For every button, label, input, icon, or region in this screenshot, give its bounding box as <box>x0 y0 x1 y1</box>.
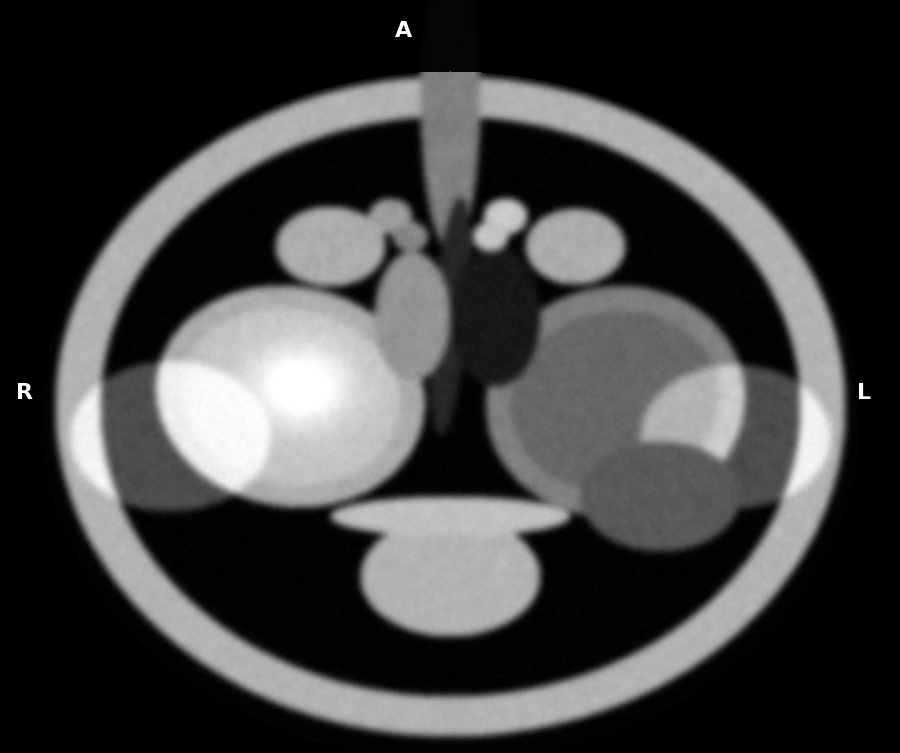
Text: A: A <box>394 21 412 41</box>
Text: R: R <box>16 383 33 403</box>
Text: L: L <box>857 383 871 403</box>
